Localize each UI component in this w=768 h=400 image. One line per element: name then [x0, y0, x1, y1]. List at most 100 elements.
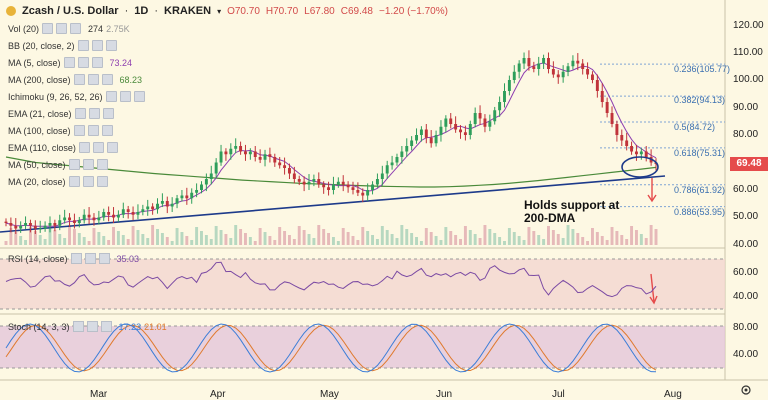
volume-bar: [615, 231, 619, 245]
candle: [160, 201, 164, 204]
volume-bar: [620, 235, 624, 245]
chart-annotation[interactable]: Holds support at 200-DMA: [524, 199, 619, 225]
rsi-tick: 40.00: [733, 291, 759, 302]
candle: [331, 184, 335, 190]
stoch-legend[interactable]: Stoch (14, 3, 3) 17.23 21.01: [8, 321, 167, 332]
open-value: O70.70: [227, 5, 260, 17]
close-icon: [106, 142, 118, 153]
time-tick: Apr: [210, 389, 226, 400]
volume-bar: [292, 239, 296, 245]
volume-bar: [38, 235, 42, 245]
volume-bar: [214, 226, 218, 245]
volume-bar: [156, 229, 159, 245]
gear-icon[interactable]: [741, 385, 751, 395]
support-trendline[interactable]: [0, 175, 666, 233]
gear-icon: [86, 321, 98, 332]
candle: [263, 154, 267, 160]
fib-lines: [600, 63, 725, 208]
candle: [390, 162, 394, 166]
chevron-down-icon[interactable]: ▾: [217, 6, 222, 16]
volume-bar: [400, 225, 404, 245]
volume-bar: [121, 235, 125, 245]
price-tick: 100.00: [733, 74, 764, 85]
volume-bar: [654, 229, 658, 245]
volume-bar: [209, 239, 213, 245]
price-tick: 110.00: [733, 47, 763, 58]
exchange[interactable]: KRAKEN: [164, 5, 212, 17]
volume-bar: [483, 225, 487, 245]
candle: [302, 181, 306, 185]
volume-bar: [126, 239, 130, 245]
volume-bar: [307, 234, 311, 245]
symbol-name[interactable]: Zcash / U.S. Dollar: [22, 5, 119, 17]
legend-ema110[interactable]: EMA (110, close): [8, 142, 118, 153]
candle: [439, 126, 443, 135]
volume-bar: [185, 236, 189, 245]
candle: [586, 69, 590, 75]
candle: [380, 173, 384, 179]
candle: [459, 129, 462, 133]
legend-ma5[interactable]: MA (5, close) 73.24: [8, 57, 133, 68]
volume-bar: [644, 238, 648, 245]
time-tick: May: [320, 389, 339, 400]
candle: [400, 151, 404, 157]
volume-bar: [595, 232, 599, 245]
gear-icon: [119, 91, 131, 102]
volume-bar: [410, 233, 414, 245]
legend-ma20[interactable]: MA (20, close): [8, 176, 108, 187]
candle: [644, 151, 648, 157]
eye-icon: [73, 74, 85, 85]
candle: [234, 146, 238, 149]
volume-bar: [302, 230, 306, 245]
candle: [522, 58, 526, 64]
candle: [312, 179, 316, 182]
legend-ma200[interactable]: MA (200, close) 68.23: [8, 74, 143, 85]
rsi-legend[interactable]: RSI (14, close) 35.03: [8, 253, 140, 264]
candle: [375, 179, 379, 185]
legend-ma100[interactable]: MA (100, close): [8, 125, 113, 136]
volume-bar: [116, 231, 120, 245]
down-arrow-icon: [649, 273, 658, 305]
legend-bb[interactable]: BB (20, close, 2): [8, 40, 117, 51]
volume-bar: [175, 228, 179, 245]
candle: [116, 214, 120, 218]
candle: [112, 214, 115, 218]
gear-icon: [87, 125, 99, 136]
candle: [297, 179, 301, 182]
fib-label: 0.5(84.72): [674, 122, 716, 132]
stoch-tick: 80.00: [733, 322, 759, 333]
legend-ichimoku[interactable]: Ichimoku (9, 26, 52, 26): [8, 91, 145, 102]
close-icon: [70, 23, 82, 34]
down-arrow-icon: [647, 178, 657, 203]
candle: [317, 179, 321, 185]
volume-bar: [547, 226, 550, 245]
volume-bar: [591, 228, 594, 245]
volume-bar: [200, 231, 203, 245]
support-circle[interactable]: [621, 156, 659, 178]
close-icon: [133, 91, 145, 102]
volume-bar: [48, 226, 52, 245]
eye-icon: [105, 91, 117, 102]
candle: [200, 184, 203, 190]
volume-bar: [224, 234, 228, 245]
legend-ema21[interactable]: EMA (21, close): [8, 108, 114, 119]
fib-label: 0.886(53.95): [674, 207, 726, 217]
fib-label: 0.236(105.77): [674, 64, 731, 74]
candle: [366, 190, 370, 196]
close-icon: [105, 40, 117, 51]
volume-bar: [473, 234, 477, 245]
volume-bar: [33, 231, 37, 245]
gear-icon: [56, 23, 68, 34]
gear-icon: [77, 57, 89, 68]
volume-bar: [170, 241, 174, 245]
candle: [600, 91, 604, 102]
candle: [356, 190, 360, 193]
fib-label: 0.618(75.31): [674, 148, 726, 158]
candle: [43, 225, 47, 229]
symbol-dot-icon: [6, 6, 16, 16]
eye-icon: [42, 23, 54, 34]
interval[interactable]: 1D: [134, 5, 149, 17]
legend-ma50[interactable]: MA (50, close): [8, 159, 108, 170]
legend-vol[interactable]: Vol (20) 274 2.75K: [8, 23, 130, 34]
